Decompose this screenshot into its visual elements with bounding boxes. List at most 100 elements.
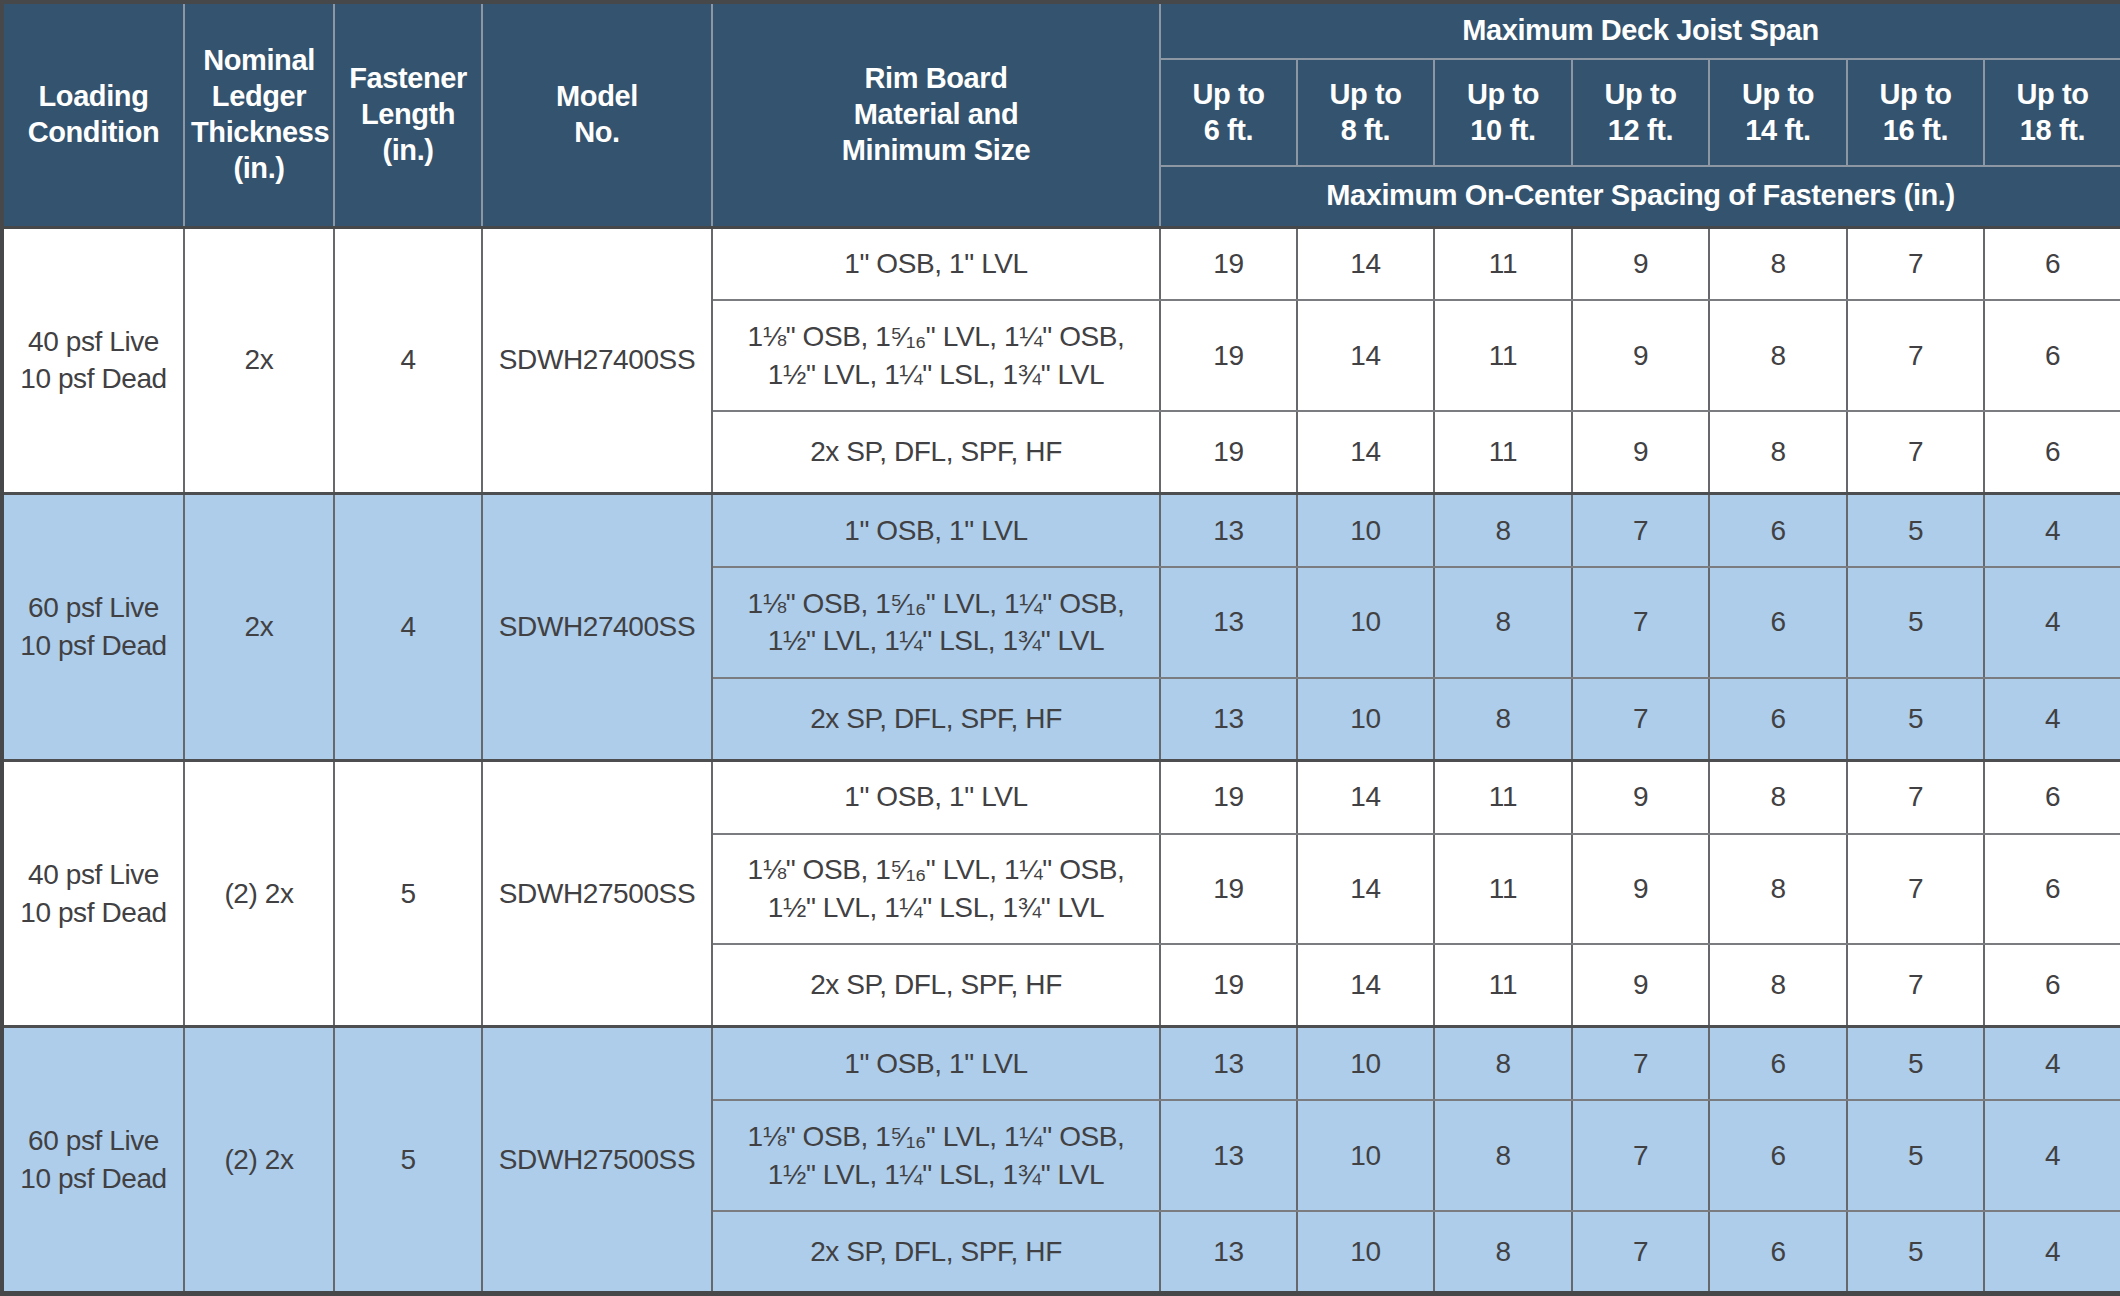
cell-spacing-18ft: 6 [1984,834,2120,945]
header-span-10ft: Up to 10 ft. [1434,59,1572,166]
cell-spacing-12ft: 9 [1572,944,1709,1027]
cell-spacing-6ft: 19 [1160,300,1297,411]
cell-rim-board-material: 1⅛" OSB, 1⁵⁄₁₆" LVL, 1¼" OSB, 1½" LVL, 1… [712,834,1160,945]
header-row-span-group: Loading Condition Nominal Ledger Thickne… [2,2,2120,59]
cell-spacing-14ft: 8 [1709,834,1847,945]
cell-model-no: SDWH27500SS [482,760,712,1027]
cell-spacing-12ft: 9 [1572,300,1709,411]
cell-spacing-18ft: 6 [1984,300,2120,411]
cell-spacing-10ft: 8 [1434,1211,1572,1294]
header-span-12ft: Up to 12 ft. [1572,59,1709,166]
header-ledger-thickness: Nominal Ledger Thickness (in.) [184,2,334,227]
cell-spacing-16ft: 7 [1847,300,1984,411]
cell-spacing-12ft: 9 [1572,411,1709,494]
cell-spacing-14ft: 8 [1709,300,1847,411]
cell-spacing-10ft: 8 [1434,567,1572,678]
cell-rim-board-material: 1⅛" OSB, 1⁵⁄₁₆" LVL, 1¼" OSB, 1½" LVL, 1… [712,300,1160,411]
cell-spacing-18ft: 6 [1984,760,2120,833]
cell-spacing-14ft: 6 [1709,494,1847,567]
cell-spacing-10ft: 11 [1434,411,1572,494]
cell-spacing-16ft: 7 [1847,760,1984,833]
cell-spacing-16ft: 5 [1847,1211,1984,1294]
cell-spacing-14ft: 8 [1709,760,1847,833]
cell-spacing-14ft: 6 [1709,567,1847,678]
cell-spacing-14ft: 6 [1709,1100,1847,1211]
cell-spacing-6ft: 13 [1160,1027,1297,1100]
cell-spacing-16ft: 5 [1847,1100,1984,1211]
cell-model-no: SDWH27400SS [482,227,712,494]
cell-spacing-12ft: 9 [1572,227,1709,300]
table-row: 40 psf Live 10 psf Dead 2x 4 SDWH27400SS… [2,227,2120,300]
cell-spacing-12ft: 9 [1572,834,1709,945]
cell-spacing-16ft: 7 [1847,411,1984,494]
cell-fastener-length: 5 [334,1027,482,1294]
cell-rim-board-material: 1" OSB, 1" LVL [712,1027,1160,1100]
cell-model-no: SDWH27400SS [482,494,712,761]
cell-fastener-length: 5 [334,760,482,1027]
cell-model-no: SDWH27500SS [482,1027,712,1294]
cell-spacing-6ft: 19 [1160,411,1297,494]
cell-loading-condition: 40 psf Live 10 psf Dead [2,760,184,1027]
cell-rim-board-material: 1" OSB, 1" LVL [712,760,1160,833]
header-span-14ft: Up to 14 ft. [1709,59,1847,166]
cell-spacing-16ft: 7 [1847,834,1984,945]
cell-spacing-10ft: 8 [1434,1100,1572,1211]
cell-spacing-14ft: 6 [1709,678,1847,761]
cell-fastener-length: 4 [334,494,482,761]
cell-rim-board-material: 2x SP, DFL, SPF, HF [712,411,1160,494]
cell-loading-condition: 60 psf Live 10 psf Dead [2,494,184,761]
cell-rim-board-material: 1⅛" OSB, 1⁵⁄₁₆" LVL, 1¼" OSB, 1½" LVL, 1… [712,1100,1160,1211]
cell-spacing-8ft: 14 [1297,760,1434,833]
cell-spacing-6ft: 19 [1160,227,1297,300]
cell-spacing-6ft: 13 [1160,678,1297,761]
cell-loading-condition: 40 psf Live 10 psf Dead [2,227,184,494]
cell-spacing-18ft: 4 [1984,678,2120,761]
cell-spacing-6ft: 19 [1160,760,1297,833]
cell-spacing-18ft: 4 [1984,1100,2120,1211]
cell-spacing-14ft: 8 [1709,944,1847,1027]
cell-ledger-thickness: (2) 2x [184,760,334,1027]
cell-spacing-8ft: 10 [1297,1027,1434,1100]
table-row: 40 psf Live 10 psf Dead (2) 2x 5 SDWH275… [2,760,2120,833]
header-span-16ft: Up to 16 ft. [1847,59,1984,166]
cell-spacing-10ft: 11 [1434,300,1572,411]
cell-spacing-10ft: 8 [1434,494,1572,567]
cell-spacing-18ft: 4 [1984,1027,2120,1100]
cell-spacing-6ft: 13 [1160,567,1297,678]
fastener-spacing-table: Loading Condition Nominal Ledger Thickne… [0,0,2120,1296]
cell-spacing-10ft: 8 [1434,678,1572,761]
cell-rim-board-material: 2x SP, DFL, SPF, HF [712,1211,1160,1294]
cell-spacing-8ft: 14 [1297,300,1434,411]
header-model-no: Model No. [482,2,712,227]
cell-spacing-16ft: 5 [1847,567,1984,678]
cell-spacing-8ft: 14 [1297,834,1434,945]
cell-spacing-8ft: 14 [1297,411,1434,494]
cell-spacing-8ft: 14 [1297,944,1434,1027]
cell-rim-board-material: 2x SP, DFL, SPF, HF [712,944,1160,1027]
cell-spacing-6ft: 19 [1160,834,1297,945]
cell-spacing-10ft: 11 [1434,227,1572,300]
cell-spacing-8ft: 10 [1297,678,1434,761]
cell-spacing-18ft: 6 [1984,944,2120,1027]
cell-spacing-6ft: 13 [1160,494,1297,567]
cell-spacing-12ft: 7 [1572,1100,1709,1211]
cell-spacing-12ft: 9 [1572,760,1709,833]
cell-rim-board-material: 1⅛" OSB, 1⁵⁄₁₆" LVL, 1¼" OSB, 1½" LVL, 1… [712,567,1160,678]
cell-spacing-8ft: 10 [1297,1100,1434,1211]
cell-ledger-thickness: (2) 2x [184,1027,334,1294]
header-span-18ft: Up to 18 ft. [1984,59,2120,166]
cell-fastener-length: 4 [334,227,482,494]
cell-spacing-18ft: 6 [1984,227,2120,300]
cell-spacing-12ft: 7 [1572,1027,1709,1100]
header-max-deck-joist-span: Maximum Deck Joist Span [1160,2,2120,59]
cell-spacing-8ft: 14 [1297,227,1434,300]
cell-spacing-16ft: 7 [1847,944,1984,1027]
header-span-8ft: Up to 8 ft. [1297,59,1434,166]
cell-spacing-16ft: 5 [1847,678,1984,761]
cell-spacing-10ft: 11 [1434,834,1572,945]
cell-rim-board-material: 1" OSB, 1" LVL [712,227,1160,300]
cell-spacing-10ft: 11 [1434,944,1572,1027]
header-fastener-length: Fastener Length (in.) [334,2,482,227]
cell-spacing-12ft: 7 [1572,678,1709,761]
header-span-6ft: Up to 6 ft. [1160,59,1297,166]
